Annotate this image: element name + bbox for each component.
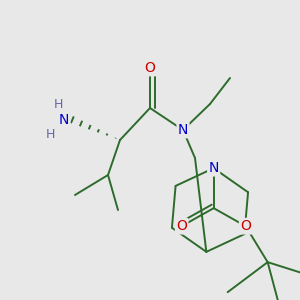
Text: N: N <box>178 123 188 137</box>
Text: N: N <box>208 161 219 175</box>
Text: H: H <box>53 98 63 110</box>
Text: O: O <box>240 219 251 233</box>
Text: O: O <box>145 61 155 75</box>
Text: N: N <box>59 113 69 127</box>
Text: O: O <box>176 219 187 233</box>
Text: H: H <box>45 128 55 140</box>
